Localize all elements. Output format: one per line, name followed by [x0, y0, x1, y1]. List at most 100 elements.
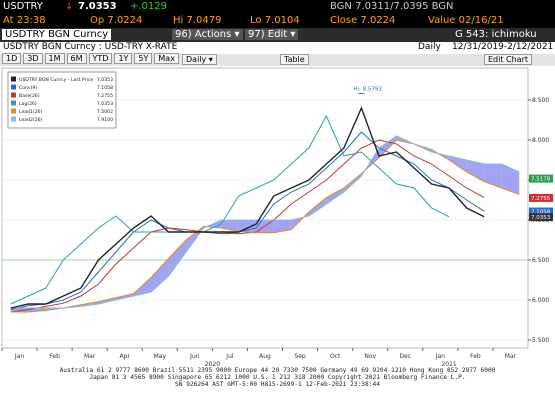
footer-line: Japan 81 3 4565 8900 Singapore 65 6212 1…: [89, 374, 466, 381]
y-tick-label: 5.500: [532, 337, 549, 344]
range-button[interactable]: YTD: [88, 53, 113, 64]
y-tick-label: 8.500: [532, 97, 549, 104]
price-tag: [529, 207, 553, 216]
quote-open: Op 7.0224: [90, 15, 143, 26]
command-bar: USDTRY BGN Curncy 96) Actions ▾ 97) Edit…: [0, 28, 555, 42]
quote-bar: USDTRY ↓ 7.0353 +.0129 BGN 7.0311/7.0395…: [0, 0, 555, 14]
x-tick-label: Sep: [294, 353, 306, 360]
quote-line: At 23:38 Op 7.0224 Hi 7.0479 Lo 7.0104 C…: [0, 14, 555, 28]
cloud: [449, 156, 467, 172]
x-tick-label: Mar: [505, 353, 517, 360]
legend-label: Base(26): [19, 93, 40, 99]
security[interactable]: USDTRY BGN Curncy: [2, 29, 112, 40]
x-tick-label: Aug: [259, 353, 271, 360]
quote-value: Value 02/16/21: [428, 15, 504, 26]
cloud: [273, 220, 292, 233]
legend: USDTRY BGN Curncy - Last Price 7.0353 Conv…: [7, 71, 117, 129]
x-tick-label: Oct: [330, 353, 341, 360]
quote: BGN 7.0311/7.0395 BGN: [330, 1, 454, 12]
y-tick-label: 8.000: [532, 137, 549, 144]
cloud: [168, 240, 187, 276]
description-bar: USDTRY BGN Curncy : USD-TRY X-RATE Daily…: [0, 42, 555, 54]
series-line: [10, 135, 520, 309]
quote-low: Lo 7.0104: [250, 15, 300, 26]
price-tag-label: 7.5178: [531, 177, 551, 183]
legend-swatch: [11, 100, 16, 106]
legend-label: Lag(26): [19, 101, 37, 107]
change: +.0129: [130, 1, 168, 12]
range-button[interactable]: 5Y: [134, 53, 153, 64]
legend-value: 7.0353: [97, 101, 113, 107]
quote-high: Hi 7.0479: [173, 15, 222, 26]
cloud: [151, 258, 169, 292]
toolbar: 1D 3D 1M 6M YTD 1Y 5Y Max Daily ▾ Table Edit Ch…: [0, 53, 555, 66]
range-button[interactable]: 3D: [23, 53, 43, 64]
series-line: [10, 114, 450, 305]
x-tick-label: Apr: [120, 353, 131, 360]
legend-swatch: [11, 108, 16, 114]
x-tick-label: Dec: [399, 353, 411, 360]
footer-line: Australia 61 2 9777 8600 Brazil 5511 239…: [59, 367, 496, 374]
x-tick-label: Mar: [84, 353, 96, 360]
date-range: 12/31/2019-2/12/2021: [452, 42, 554, 52]
price-tag: [529, 193, 553, 202]
quote-time: At 23:38: [3, 15, 46, 26]
legend-swatch: [11, 92, 16, 98]
footer-line: SN 926264 AST GMT-5:00 H815-2699-1 12-Fe…: [175, 381, 380, 388]
x-tick-label: May: [154, 353, 167, 360]
price-tag: [529, 174, 553, 183]
cloud: [378, 136, 397, 158]
series-line: [10, 139, 485, 313]
last-price: 7.0353: [78, 1, 117, 12]
description: USDTRY BGN Curncy : USD-TRY X-RATE: [3, 42, 178, 52]
legend-value: 7.5002: [97, 109, 113, 115]
cloud: [308, 197, 327, 216]
year-label: 2020: [205, 361, 220, 368]
cloud: [501, 164, 520, 195]
series-line: [10, 139, 520, 313]
table-button[interactable]: Table: [280, 54, 309, 65]
footer: Australia 61 2 9777 8600 Brazil 5511 239…: [0, 367, 555, 388]
edit-menu[interactable]: 97) Edit ▾: [245, 29, 299, 40]
x-tick-label: Jul: [225, 353, 234, 360]
arrow: ↓: [65, 1, 74, 12]
price-tag-label: 7.1058: [531, 210, 551, 216]
range-button[interactable]: 1M: [44, 53, 65, 64]
range-button[interactable]: 6M: [66, 53, 87, 64]
legend-label: Lead1(26): [19, 109, 43, 115]
x-tick-label: Jan: [14, 353, 24, 360]
x-tick-label: Jun: [189, 353, 200, 360]
legend-label: Lead2(26): [19, 117, 43, 123]
period: Daily: [418, 42, 441, 52]
legend-swatch: [11, 84, 16, 90]
x-tick-label: Nov: [364, 353, 376, 360]
price-tag-label: 7.0353: [531, 215, 551, 221]
y-tick-label: 6.500: [532, 257, 549, 264]
ticker: USDTRY: [3, 1, 43, 12]
cloud: [484, 164, 502, 188]
cloud: [326, 188, 344, 204]
frequency[interactable]: Daily ▾: [182, 54, 217, 65]
x-tick-label: Feb: [49, 353, 60, 360]
range-button[interactable]: 1D: [2, 53, 22, 64]
legend-value: 7.2755: [97, 93, 113, 99]
range-button[interactable]: Max: [154, 53, 179, 64]
actions-menu[interactable]: 96) Actions ▾: [172, 29, 243, 40]
legend-value: 7.9100: [97, 117, 113, 123]
legend-value: 7.0353: [97, 77, 113, 83]
legend-swatch: [11, 116, 16, 122]
series-line: [10, 106, 485, 309]
range-buttons: 1D 3D 1M 6M YTD 1Y 5Y Max: [2, 53, 181, 64]
page-code: G 543: ichimoku: [455, 29, 537, 40]
cloud: [466, 160, 485, 182]
legend-label: Conv(9): [19, 85, 37, 91]
legend-value: 7.1058: [97, 85, 113, 91]
price-tag: [529, 213, 553, 222]
cloud: [98, 297, 116, 304]
edit-chart[interactable]: Edit Chart: [483, 54, 533, 65]
price-tag-label: 7.2755: [531, 196, 551, 202]
range-button[interactable]: 1Y: [114, 53, 133, 64]
legend-label: USDTRY BGN Curncy - Last Price: [19, 77, 93, 83]
